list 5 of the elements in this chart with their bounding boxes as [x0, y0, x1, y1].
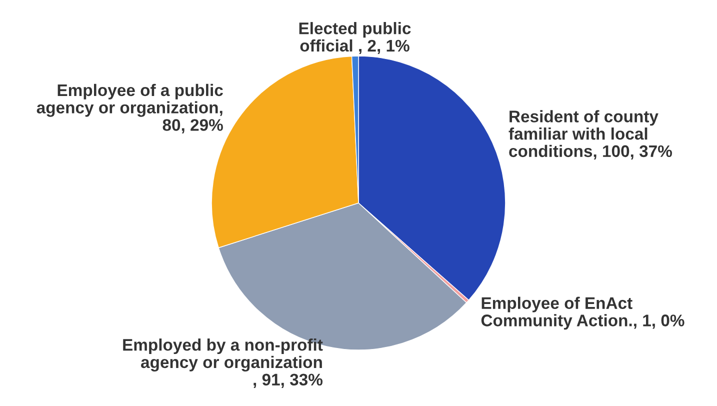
slice-label: Employee of EnAct Community Action., 1, 0% [481, 296, 684, 330]
slice-label: Elected public official , 2, 1% [299, 22, 411, 54]
slice-label: Resident of county familiar with local conditions, 100, 37% [508, 110, 672, 160]
slice-label: Employed by a non-profit agency or organization , 91, 33% [123, 338, 323, 388]
slice-label: Employee of a public agency or organization, 80, 29% [36, 84, 223, 134]
